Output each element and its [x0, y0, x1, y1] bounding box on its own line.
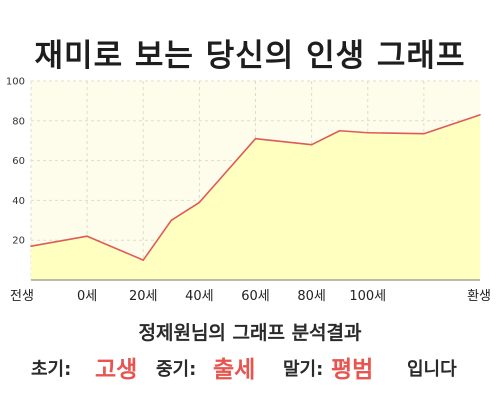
y-tick-label-60: 60: [12, 156, 25, 167]
series-area-fill: [31, 114, 480, 280]
series-segment-4: [198, 137, 257, 204]
y-tick-label-100: 100: [6, 77, 25, 88]
page-title: 재미로 보는 당신의 인생 그래프: [34, 38, 466, 74]
y-tick-label-20: 20: [12, 236, 25, 247]
early-period-value: 고생: [95, 357, 138, 383]
series-segment-1: [86, 235, 145, 261]
result-heading: 정제원님의 그래프 분석결과: [138, 322, 362, 344]
x-tick-label-7: 환생: [467, 289, 491, 304]
early-period-label: 초기:: [31, 359, 72, 380]
series-segment-5: [254, 137, 313, 146]
series-segment-8: [366, 131, 425, 135]
y-tick-label-40: 40: [12, 196, 25, 207]
result-summary-line: 초기: 고생 중기: 출세 말기: 평범 입니다: [0, 349, 500, 383]
series-segment-7: [338, 129, 369, 134]
middle-period-value: 출세: [213, 357, 256, 383]
x-tick-labels: 전생 0세 20세 40세 60세 80세 100세 환생: [10, 289, 491, 304]
series-segment-2: [142, 219, 173, 261]
y-tick-labels: 20 40 60 80 100: [6, 77, 25, 247]
result-suffix: 입니다: [407, 359, 457, 380]
series-segment-3: [170, 201, 201, 222]
x-tick-label-1: 0세: [77, 289, 97, 304]
series-segment-9: [423, 114, 481, 135]
y-tick-label-80: 80: [12, 116, 25, 127]
series-segment-0: [30, 235, 88, 247]
x-tick-label-6: 100세: [349, 289, 386, 304]
late-period-value: 평범: [331, 357, 374, 383]
x-tick-label-5: 80세: [297, 289, 326, 304]
x-tick-label-4: 60세: [241, 289, 270, 304]
late-period-label: 말기:: [283, 359, 324, 380]
x-tick-label-0: 전생: [10, 289, 34, 304]
x-tick-label-3: 40세: [185, 289, 214, 304]
series-segments: [30, 114, 481, 261]
middle-period-label: 중기:: [156, 359, 197, 380]
x-tick-label-2: 20세: [129, 289, 158, 304]
series-segment-6: [310, 129, 341, 146]
